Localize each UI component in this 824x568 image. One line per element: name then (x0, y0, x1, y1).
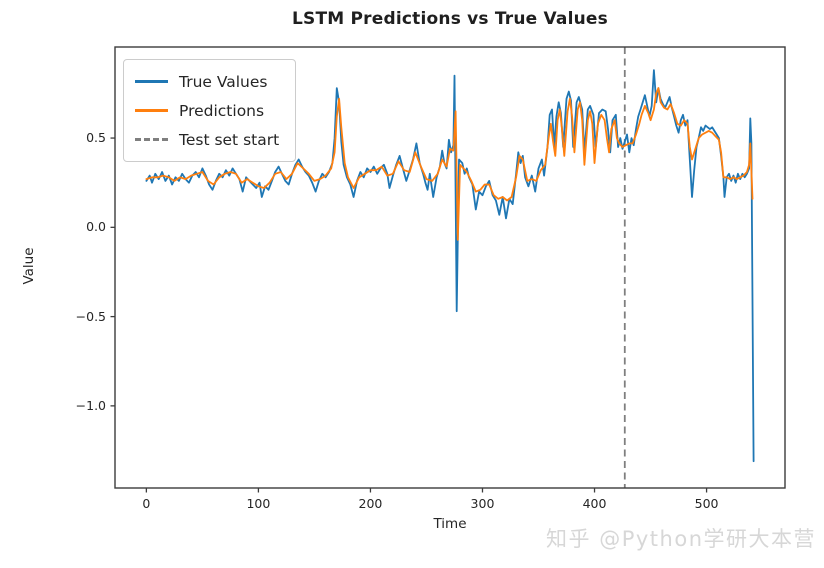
x-tick-label-200: 200 (358, 496, 383, 511)
x-tick-label-300: 300 (470, 496, 495, 511)
axes-frame (114, 46, 786, 489)
legend-label: Test set start (179, 130, 280, 149)
x-tick-label-400: 400 (582, 496, 607, 511)
legend-line-sample-predictions (135, 109, 168, 112)
legend: True Values Predictions Test set start (123, 59, 297, 162)
y-axis-label: Value (21, 247, 37, 285)
legend-label: Predictions (179, 101, 265, 120)
watermark: 知乎 @Python学研大本营 (546, 527, 816, 551)
x-tick-label-500: 500 (694, 496, 719, 511)
x-tick-label-0: 0 (142, 496, 151, 511)
y-tick-label-0.5: 0.5 (86, 130, 106, 146)
legend-item-predictions: Predictions (135, 96, 279, 125)
legend-line-sample-true-values (135, 80, 168, 83)
y-tick-label-0.0: 0.0 (86, 219, 106, 235)
legend-item-test-set-start: Test set start (135, 125, 279, 154)
legend-line-sample-test-set-start (135, 138, 168, 141)
y-tick-label-−1.0: −1.0 (75, 397, 106, 413)
chart-title: LSTM Predictions vs True Values (292, 9, 608, 29)
series-line-predictions (145, 87, 754, 241)
x-axis-label: Time (433, 516, 467, 532)
series-line-true-values (145, 69, 755, 463)
y-tick-label-−0.5: −0.5 (75, 308, 106, 324)
legend-label: True Values (179, 72, 268, 91)
x-tick-label-100: 100 (246, 496, 271, 511)
legend-item-true-values: True Values (135, 67, 279, 96)
